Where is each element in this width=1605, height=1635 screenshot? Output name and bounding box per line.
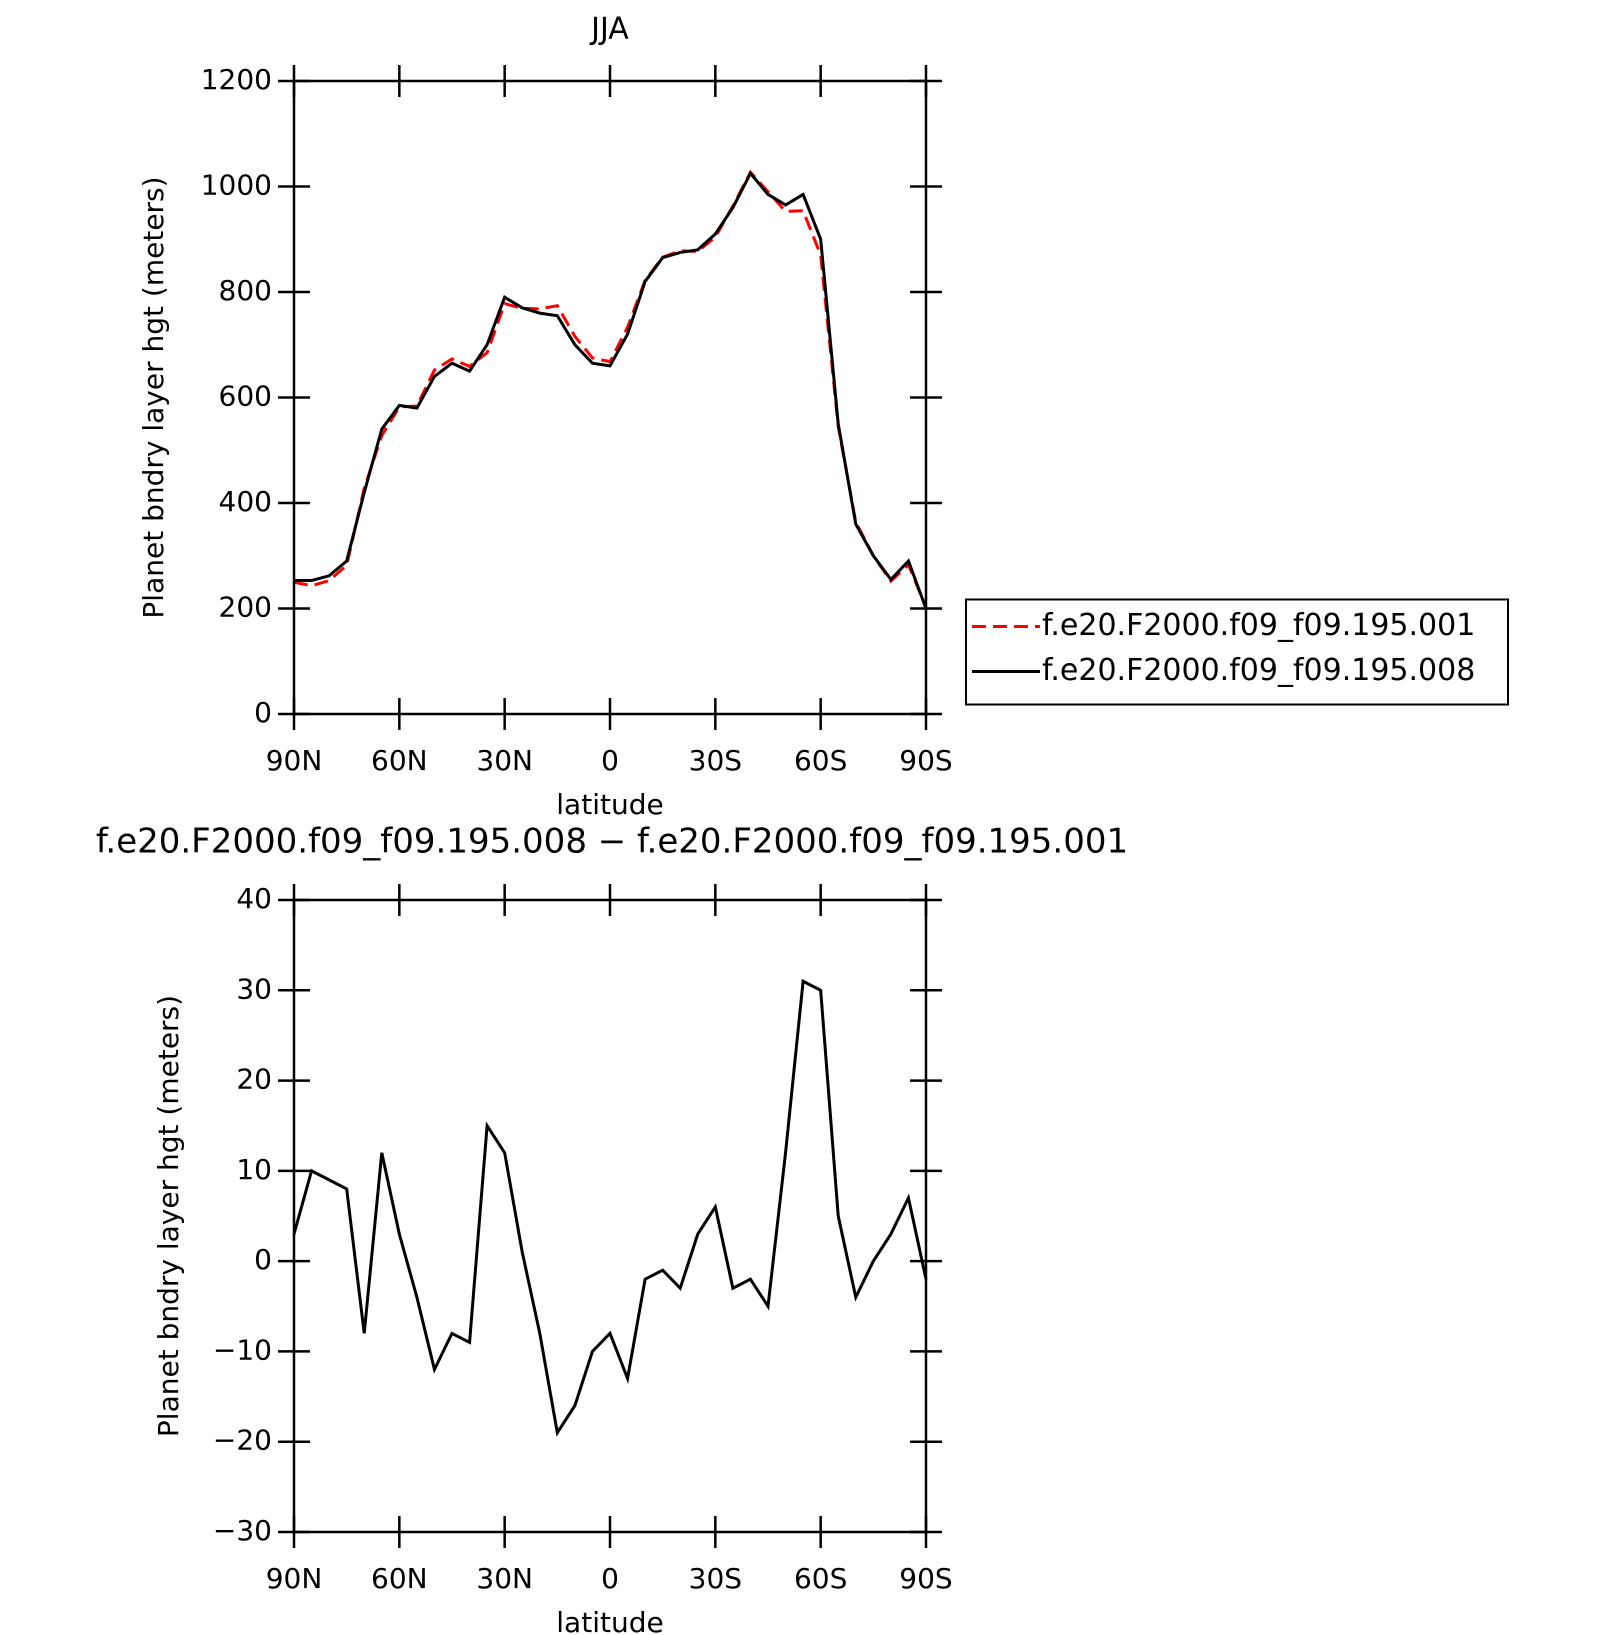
x-tick-label: 90S	[899, 1562, 952, 1595]
y-tick-label: 600	[219, 380, 272, 413]
x-axis-label: latitude	[556, 788, 663, 821]
y-tick-label: 1000	[201, 169, 272, 202]
x-tick-label: 90N	[266, 1562, 323, 1595]
y-tick-label: 200	[219, 591, 272, 624]
y-tick-label: 400	[219, 485, 272, 518]
plot-frame	[292, 898, 928, 1534]
y-tick-label: −30	[213, 1514, 272, 1547]
plot-frame	[292, 79, 928, 716]
y-tick-label: −20	[213, 1424, 272, 1457]
legend-label: f.e20.F2000.f09_f09.195.008	[1042, 653, 1475, 688]
x-tick-label: 30S	[689, 1562, 742, 1595]
x-tick-label: 30N	[476, 744, 533, 777]
x-tick-label: 30N	[476, 1562, 533, 1595]
y-axis-label: Planet bndry layer hgt (meters)	[152, 995, 185, 1437]
legend-box	[965, 598, 1509, 706]
x-tick-label: 90S	[899, 744, 952, 777]
x-tick-label: 60S	[794, 744, 847, 777]
y-tick-label: 1200	[201, 63, 272, 96]
x-tick-label: 60N	[371, 1562, 428, 1595]
chart-title: JJA	[589, 12, 629, 47]
x-tick-label: 60N	[371, 744, 428, 777]
chart-title: f.e20.F2000.f09_f09.195.008 − f.e20.F200…	[96, 822, 1128, 862]
x-tick-label: 30S	[689, 744, 742, 777]
y-tick-label: 30	[236, 972, 272, 1005]
x-tick-label: 90N	[266, 744, 323, 777]
legend-label: f.e20.F2000.f09_f09.195.001	[1042, 608, 1475, 643]
x-tick-label: 60S	[794, 1562, 847, 1595]
series-line	[292, 978, 928, 1437]
y-axis-label: Planet bndry layer hgt (meters)	[137, 176, 170, 618]
series-line	[294, 170, 928, 610]
y-tick-label: 800	[219, 274, 272, 307]
y-tick-label: −10	[213, 1333, 272, 1366]
y-tick-label: 0	[254, 1243, 272, 1276]
x-tick-label: 0	[601, 1562, 619, 1595]
y-tick-label: 40	[236, 882, 272, 915]
y-tick-label: 10	[236, 1153, 272, 1186]
x-tick-label: 0	[601, 744, 619, 777]
x-axis-label: latitude	[556, 1606, 663, 1635]
y-tick-label: 20	[236, 1063, 272, 1096]
series-line	[293, 169, 928, 609]
y-tick-label: 0	[254, 696, 272, 729]
